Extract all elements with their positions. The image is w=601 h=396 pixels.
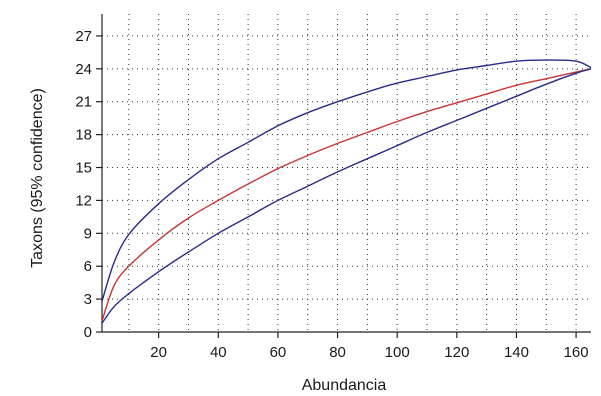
- axes: [96, 14, 591, 338]
- x-tick-label: 80: [329, 344, 346, 361]
- y-tick-label: 9: [84, 225, 92, 242]
- y-tick-label: 18: [75, 127, 92, 144]
- y-tick-label: 21: [75, 94, 92, 111]
- y-tick-label: 15: [75, 160, 92, 177]
- tick-labels: 0 3 6 9 12 15 18 21 24 27 20 40 60 80 100 120 140 160: [75, 28, 588, 361]
- y-tick-label: 3: [84, 291, 92, 308]
- x-tick-label: 100: [385, 344, 410, 361]
- x-tick-label: 40: [210, 344, 227, 361]
- y-tick-label: 12: [75, 192, 92, 209]
- x-tick-label: 20: [150, 344, 167, 361]
- series-line-lower-95: [101, 68, 592, 324]
- y-tick-label: 6: [84, 258, 92, 275]
- y-axis-title: Taxons (95% confidence): [29, 88, 46, 268]
- y-tick-label: 24: [75, 61, 92, 78]
- x-axis-title: Abundancia: [302, 377, 387, 394]
- series: [101, 59, 592, 324]
- x-tick-label: 140: [504, 344, 529, 361]
- x-tick-label: 60: [270, 344, 287, 361]
- y-tick-label: 0: [84, 324, 92, 341]
- series-line-expected: [101, 68, 592, 322]
- y-tick-label: 27: [75, 28, 92, 45]
- grid: [102, 14, 591, 332]
- x-tick-label: 120: [444, 344, 469, 361]
- x-tick-label: 160: [564, 344, 589, 361]
- series-line-upper-95: [101, 59, 592, 302]
